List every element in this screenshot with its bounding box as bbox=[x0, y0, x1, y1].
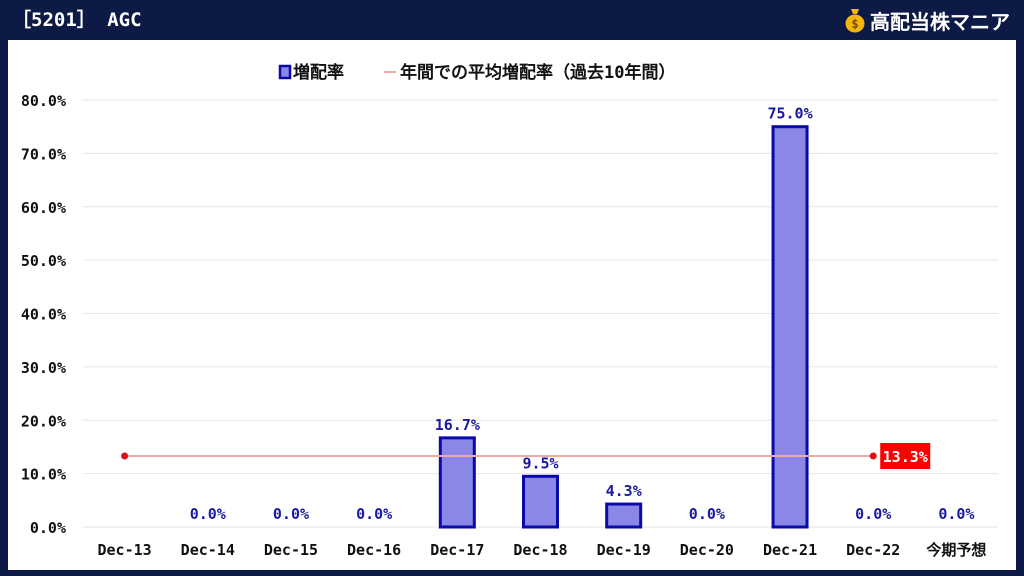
y-tick-label: 0.0% bbox=[30, 519, 66, 537]
legend-label-bar: 増配率 bbox=[293, 62, 344, 83]
x-tick-label: Dec-13 bbox=[97, 541, 151, 559]
average-line-series: 13.3% bbox=[121, 443, 931, 470]
average-label: 13.3% bbox=[883, 448, 928, 466]
brand-name: 高配当株マニア bbox=[870, 9, 1010, 34]
data-labels: 0.0% 0.0% 0.0% 16.7% 9.5% 4.3% 0.0% 75.0% 0.0% 0.… bbox=[190, 105, 975, 523]
y-tick-label: 60.0% bbox=[21, 199, 66, 217]
x-tick-label: Dec-14 bbox=[181, 541, 235, 559]
x-tick-label: Dec-17 bbox=[430, 541, 484, 559]
y-axis: 0.0% 10.0% 20.0% 30.0% 40.0% 50.0% 60.0% 70.0% 8… bbox=[21, 92, 66, 537]
legend-label-line: 年間での平均増配率（過去10年間） bbox=[400, 62, 675, 83]
bar bbox=[771, 125, 809, 529]
bar-data-label: 4.3% bbox=[606, 482, 642, 500]
bar-data-label: 16.7% bbox=[435, 416, 480, 434]
page-title: ［5201］ AGC bbox=[12, 9, 142, 31]
bar-data-label: 0.0% bbox=[356, 505, 392, 523]
y-tick-label: 10.0% bbox=[21, 466, 66, 484]
bar-chart: 0.0% 10.0% 20.0% 30.0% 40.0% 50.0% 60.0% 70.0% 8… bbox=[21, 62, 998, 559]
bar bbox=[522, 474, 559, 529]
legend: 増配率 年間での平均増配率（過去10年間） bbox=[278, 62, 675, 83]
x-tick-label: Dec-16 bbox=[347, 541, 401, 559]
bar-series bbox=[438, 125, 809, 529]
brand-logo: $ 高配当株マニア bbox=[844, 5, 1010, 35]
average-marker-start bbox=[121, 452, 129, 460]
x-tick-label: 今期予想 bbox=[925, 541, 986, 559]
bar-data-label: 0.0% bbox=[273, 505, 309, 523]
money-bag-icon: $ bbox=[845, 9, 865, 33]
bar-data-label: 9.5% bbox=[522, 454, 558, 472]
x-tick-label: Dec-20 bbox=[680, 541, 734, 559]
y-tick-label: 40.0% bbox=[21, 306, 66, 324]
bar-data-label: 0.0% bbox=[855, 505, 891, 523]
legend-swatch-bar bbox=[278, 64, 292, 80]
bar-data-label: 0.0% bbox=[689, 505, 725, 523]
x-tick-label: Dec-18 bbox=[513, 541, 567, 559]
y-tick-label: 30.0% bbox=[21, 359, 66, 377]
chart-panel: 0.0% 10.0% 20.0% 30.0% 40.0% 50.0% 60.0% 70.0% 8… bbox=[8, 40, 1016, 570]
x-tick-label: Dec-15 bbox=[264, 541, 318, 559]
average-marker-end bbox=[869, 452, 877, 460]
x-tick-label: Dec-19 bbox=[597, 541, 651, 559]
bar-data-label: 0.0% bbox=[190, 505, 226, 523]
y-tick-label: 20.0% bbox=[21, 412, 66, 430]
bar-data-label: 0.0% bbox=[938, 505, 974, 523]
y-tick-label: 70.0% bbox=[21, 145, 66, 163]
bar-data-label: 75.0% bbox=[767, 105, 812, 123]
y-tick-label: 80.0% bbox=[21, 92, 66, 110]
x-tick-label: Dec-22 bbox=[846, 541, 900, 559]
y-tick-label: 50.0% bbox=[21, 252, 66, 270]
x-tick-label: Dec-21 bbox=[763, 541, 817, 559]
x-axis: Dec-13 Dec-14 Dec-15 Dec-16 Dec-17 Dec-18 Dec-… bbox=[97, 541, 986, 559]
average-label-box bbox=[880, 443, 931, 470]
svg-text:$: $ bbox=[851, 17, 858, 31]
bar bbox=[605, 502, 643, 529]
bar bbox=[438, 436, 476, 529]
